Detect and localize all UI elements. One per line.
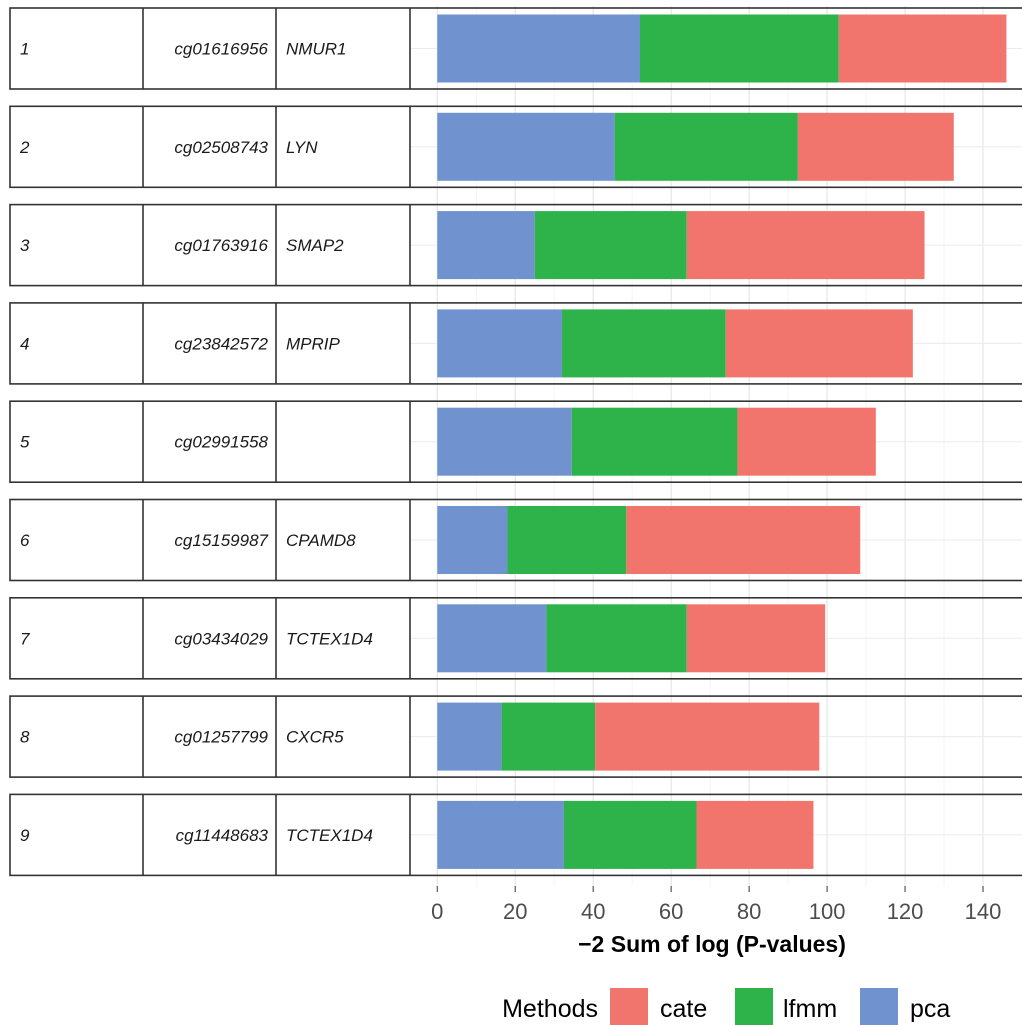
legend-label-lfmm: lfmm (783, 995, 837, 1023)
probe-label: cg15159987 (174, 531, 268, 550)
x-tick-label: 80 (737, 899, 761, 924)
bar-pca (437, 702, 502, 771)
bar-lfmm (546, 604, 687, 673)
row-frame (9, 596, 1022, 680)
bar-pca (437, 506, 508, 574)
probe-label: cg02508743 (174, 138, 268, 157)
legend-swatch-lfmm (735, 988, 773, 1025)
gene-label: SMAP2 (286, 236, 344, 255)
bar-pca (437, 309, 563, 378)
bar-pca (437, 407, 572, 476)
bar-lfmm (501, 702, 596, 771)
bar-pca (437, 14, 640, 83)
bar-cate (626, 506, 861, 574)
bar-lfmm (571, 407, 738, 476)
probe-label: cg01616956 (174, 40, 268, 59)
gene-label: MPRIP (286, 334, 341, 353)
gene-label: CXCR5 (286, 728, 344, 747)
legend-swatch-pca (860, 988, 898, 1025)
rank-label: 3 (20, 236, 30, 255)
probe-label: cg23842572 (174, 334, 268, 353)
row-frame (9, 498, 1022, 582)
table-row: 9 cg11448683 TCTEX1D4 (9, 793, 1022, 877)
legend: Methods cate lfmm pca (502, 988, 950, 1025)
bar-lfmm (534, 211, 687, 280)
rank-label: 7 (20, 629, 30, 648)
row-frame (9, 695, 1022, 778)
bar-pca (437, 604, 547, 673)
bar-cate (686, 604, 826, 673)
x-tick-label: 20 (503, 899, 527, 924)
row-frame (9, 302, 1022, 385)
bar-cate (725, 309, 913, 378)
bar-cate (797, 112, 954, 181)
rank-label: 8 (20, 728, 30, 747)
probe-label: cg01763916 (174, 236, 268, 255)
probe-label: cg02991558 (174, 433, 268, 452)
row-frame (9, 400, 1022, 484)
table-row: 3 cg01763916 SMAP2 (9, 203, 1022, 287)
x-tick-label: 40 (581, 899, 605, 924)
bar-cate (838, 14, 1007, 83)
bar-lfmm (562, 309, 726, 378)
probe-label: cg03434029 (174, 629, 268, 648)
gene-label: CPAMD8 (286, 531, 356, 550)
rank-label: 6 (20, 531, 30, 550)
bar-cate (686, 211, 925, 280)
rank-label: 5 (20, 433, 30, 452)
gene-label: TCTEX1D4 (286, 826, 373, 845)
bar-lfmm (614, 112, 798, 181)
legend-label-pca: pca (910, 995, 950, 1023)
legend-title: Methods (502, 995, 598, 1023)
x-tick-label: 60 (659, 899, 683, 924)
bar-lfmm (563, 800, 697, 869)
probe-label: cg01257799 (174, 728, 268, 747)
bar-cate (696, 800, 814, 869)
gene-label: TCTEX1D4 (286, 629, 373, 648)
x-tick-label: 120 (887, 899, 924, 924)
x-axis: 0 20 40 60 80 100 120 140 (431, 886, 1001, 924)
bar-pca (437, 211, 535, 280)
label-table: 1 cg01616956 NMUR1 2 cg02508743 LYN 3 cg0176391… (9, 7, 1022, 877)
bar-lfmm (507, 506, 627, 574)
bar-cate (737, 407, 876, 476)
x-tick-label: 0 (431, 899, 443, 924)
legend-label-cate: cate (660, 995, 707, 1023)
bar-lfmm (639, 14, 839, 83)
table-row: 7 cg03434029 TCTEX1D4 (9, 596, 1022, 680)
bar-layer (437, 14, 1007, 869)
table-row: 2 cg02508743 LYN (9, 105, 1022, 189)
table-row: 4 cg23842572 MPRIP (9, 302, 1022, 385)
table-row: 8 cg01257799 CXCR5 (9, 695, 1022, 778)
row-frame (9, 203, 1022, 287)
x-tick-label: 100 (809, 899, 846, 924)
x-axis-title: −2 Sum of log (P-values) (578, 931, 846, 957)
table-row: 5 cg02991558 (9, 400, 1022, 484)
rank-label: 1 (20, 40, 29, 59)
legend-swatch-cate (610, 988, 648, 1025)
rank-label: 4 (20, 334, 29, 353)
rank-label: 2 (19, 138, 30, 157)
row-frame (9, 105, 1022, 189)
bar-pca (437, 800, 564, 869)
x-tick-label: 140 (965, 899, 1002, 924)
table-row: 6 cg15159987 CPAMD8 (9, 498, 1022, 582)
rank-label: 9 (20, 826, 30, 845)
probe-label: cg11448683 (176, 826, 269, 845)
row-frame (9, 793, 1022, 877)
table-row: 1 cg01616956 NMUR1 (9, 7, 1022, 90)
bar-cate (595, 702, 820, 771)
gene-label: LYN (286, 138, 318, 157)
bar-pca (437, 112, 615, 181)
gene-label: NMUR1 (286, 40, 346, 59)
row-frame (9, 7, 1022, 90)
